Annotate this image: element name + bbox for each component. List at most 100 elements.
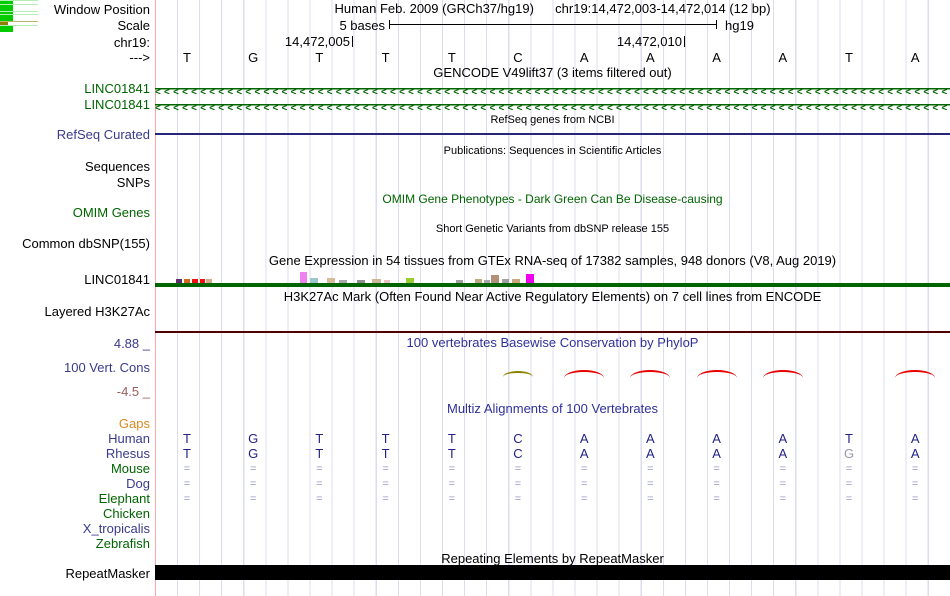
gencode-gene-label[interactable]: LINC01841 <box>84 97 150 112</box>
cons-mixed-box <box>0 22 8 25</box>
multiz-cell: A <box>712 446 721 461</box>
assembly-title: Human Feb. 2009 (GRCh37/hg19) <box>334 1 534 16</box>
multiz-cell: C <box>513 431 523 446</box>
cons-positive-box <box>0 26 13 32</box>
multiz-track-title: Multiz Alignments of 100 Vertebrates <box>446 401 658 416</box>
gencode-track-title: GENCODE V49lift37 (3 items filtered out) <box>433 65 672 80</box>
cons-positive-box <box>0 1 13 4</box>
multiz-cell: A <box>910 446 920 461</box>
snps-label[interactable]: SNPs <box>116 175 150 190</box>
cons-negative-arc <box>762 370 803 378</box>
base-letter: T <box>845 50 853 65</box>
left-arrows: <<<<<<<<<<<<<<<<<<<<<<<<<<<<<<<<<<<<<<<<… <box>155 103 950 110</box>
multiz-cell: T <box>381 446 390 461</box>
gtex-gene-label[interactable]: LINC01841 <box>84 272 150 287</box>
multiz-cell: = <box>382 478 389 490</box>
multiz-cell: C <box>513 446 523 461</box>
scale-label: Scale <box>117 18 150 33</box>
gencode-transcript-1[interactable]: <<<<<<<<<<<<<<<<<<<<<<<<<<<<<<<<<<<<<<<<… <box>155 83 950 94</box>
multiz-cell: = <box>183 478 191 490</box>
vert-cons-label[interactable]: 100 Vert. Cons <box>64 360 150 375</box>
left-arrows: <<<<<<<<<<<<<<<<<<<<<<<<<<<<<<<<<<<<<<<<… <box>155 87 950 94</box>
gtex-expression-bar <box>406 278 414 283</box>
multiz-cell: = <box>382 463 389 475</box>
multiz-cell: G <box>248 446 259 461</box>
multiz-species-label-rhesus[interactable]: Rhesus <box>105 446 150 461</box>
cons-positive-line <box>0 14 38 15</box>
h3k27ac-baseline[interactable] <box>155 331 950 333</box>
multiz-cell: T <box>183 431 191 446</box>
window-position-title: Human Feb. 2009 (GRCh37/hg19) chr19:14,4… <box>155 2 950 16</box>
cons-positive-line <box>0 25 38 26</box>
repeatmasker-label[interactable]: RepeatMasker <box>65 566 150 581</box>
cons-positive-box <box>0 15 13 21</box>
multiz-species-label-mouse[interactable]: Mouse <box>110 461 150 476</box>
gtex-expression-bar <box>384 280 390 283</box>
gtex-expression-bar <box>200 279 205 283</box>
multiz-cell: = <box>647 463 654 475</box>
layered-h3k27ac-label[interactable]: Layered H3K27Ac <box>44 304 150 319</box>
multiz-cell: = <box>713 463 720 475</box>
multiz-cell: = <box>779 463 787 475</box>
gtex-expression-bar <box>176 279 182 283</box>
multiz-cell: G <box>843 446 855 461</box>
window-position-label: Window Position <box>53 2 150 17</box>
repeatmasker-track-title: Repeating Elements by RepeatMasker <box>441 551 664 566</box>
cons-negative-arc <box>564 370 605 378</box>
multiz-species-label-elephant[interactable]: Elephant <box>98 491 150 506</box>
multiz-cell: A <box>579 446 589 461</box>
multiz-cell: = <box>183 493 191 505</box>
multiz-cell: A <box>579 431 589 446</box>
sequences-label[interactable]: Sequences <box>84 159 150 174</box>
multiz-cell: = <box>514 493 522 505</box>
multiz-cell: A <box>646 446 655 461</box>
multiz-cell: T <box>315 431 324 446</box>
gtex-expression-bar <box>206 279 212 283</box>
refseq-curated-label[interactable]: RefSeq Curated <box>56 127 150 142</box>
omim-genes-label[interactable]: OMIM Genes <box>72 205 150 220</box>
multiz-species-label-dog[interactable]: Dog <box>126 476 150 491</box>
multiz-cell: = <box>845 478 853 490</box>
multiz-cell: T <box>315 446 324 461</box>
common-dbsnp-label[interactable]: Common dbSNP(155) <box>22 236 150 251</box>
gtex-expression-bar <box>512 279 520 283</box>
base-letter: G <box>248 50 259 65</box>
gtex-expression-bar <box>192 279 198 283</box>
gtex-track-title: Gene Expression in 54 tissues from GTEx … <box>268 253 837 268</box>
multiz-cell: = <box>911 493 919 505</box>
multiz-cell: = <box>514 478 522 490</box>
repeatmasker-element-bar[interactable] <box>155 565 950 580</box>
cons-negative-arc <box>696 370 737 378</box>
base-letter: A <box>778 50 788 65</box>
ruler-tick-mark <box>684 36 685 47</box>
refseq-gene-line[interactable] <box>155 133 950 135</box>
left-pink-guide-line <box>155 0 156 596</box>
gencode-transcript-2[interactable]: <<<<<<<<<<<<<<<<<<<<<<<<<<<<<<<<<<<<<<<<… <box>155 99 950 110</box>
strand-arrow-label[interactable]: ---> <box>129 50 150 65</box>
multiz-species-label-gaps[interactable]: Gaps <box>118 416 150 431</box>
multiz-species-label-chicken[interactable]: Chicken <box>103 506 150 521</box>
multiz-cell: A <box>778 446 788 461</box>
gtex-expression-bar <box>327 278 335 283</box>
cons-mixed-arc <box>503 371 533 377</box>
gtex-expression-bar <box>491 275 499 283</box>
base-letter: C <box>513 50 523 65</box>
multiz-cell: = <box>580 493 588 505</box>
chrom-label[interactable]: chr19: <box>113 35 150 50</box>
gtex-gene-model-line[interactable] <box>155 283 950 287</box>
multiz-cell: A <box>778 431 788 446</box>
multiz-species-label-zebrafish[interactable]: Zebrafish <box>95 536 150 551</box>
multiz-cell: = <box>249 463 257 475</box>
gtex-expression-bar <box>310 278 318 283</box>
gtex-expression-bar <box>300 272 307 283</box>
gencode-gene-label[interactable]: LINC01841 <box>84 81 150 96</box>
multiz-cell: = <box>316 493 323 505</box>
multiz-species-label-x-tropicalis[interactable]: X_tropicalis <box>82 521 150 536</box>
base-letter: A <box>712 50 721 65</box>
multiz-cell: = <box>713 478 720 490</box>
multiz-cell: = <box>580 463 588 475</box>
multiz-species-label-human[interactable]: Human <box>108 431 150 446</box>
ruler-tick-label: 14,472,010 <box>616 34 682 49</box>
multiz-cell: = <box>249 478 257 490</box>
